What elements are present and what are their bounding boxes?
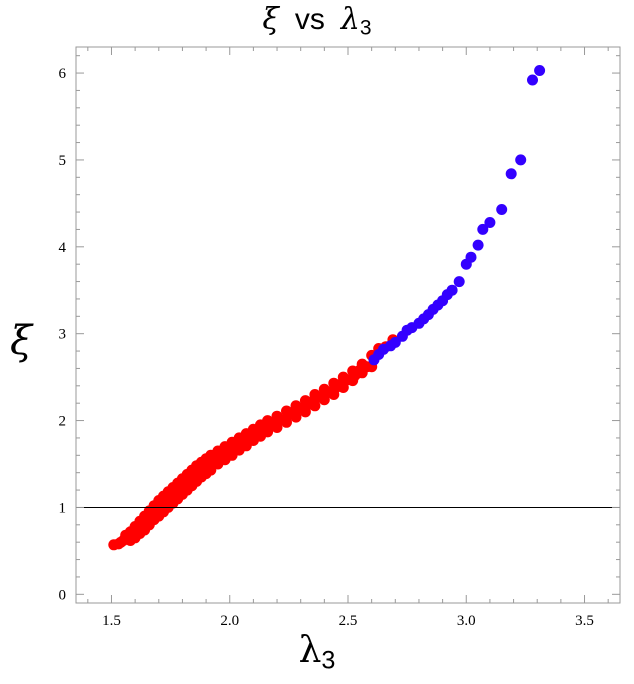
- chart-title: ξ vs λ3: [0, 2, 634, 40]
- data-point: [276, 414, 288, 426]
- data-point: [136, 517, 148, 529]
- data-point: [465, 251, 477, 263]
- x-tick-label: 3.0: [457, 613, 476, 629]
- data-point: [453, 276, 465, 288]
- data-point: [174, 484, 186, 496]
- data-point: [472, 239, 484, 251]
- data-point: [224, 447, 236, 459]
- data-point: [505, 168, 517, 180]
- y-tick-label: 2: [59, 414, 67, 430]
- data-point: [266, 420, 278, 432]
- title-lambda-symbol: λ: [340, 2, 360, 37]
- x-tick-label: 2.5: [339, 613, 358, 629]
- y-axis-label: ξ: [10, 318, 33, 364]
- y-tick-label: 0: [59, 587, 67, 603]
- points-layer: [108, 65, 546, 551]
- data-point: [515, 154, 527, 166]
- data-point: [155, 500, 167, 512]
- title-xi-symbol: ξ: [262, 2, 279, 37]
- data-point: [193, 467, 205, 479]
- data-point: [534, 65, 546, 76]
- data-point: [245, 432, 257, 444]
- x-axis-label: λ3: [0, 630, 634, 675]
- y-tick-label: 5: [59, 153, 67, 169]
- title-lambda-subscript: 3: [359, 16, 372, 40]
- y-tick-label: 1: [59, 500, 67, 516]
- data-point: [314, 391, 326, 403]
- data-point: [122, 531, 134, 543]
- x-tick-label: 2.0: [220, 613, 239, 629]
- x-axis-label-symbol: λ: [298, 630, 322, 671]
- data-point: [203, 460, 214, 472]
- data-point: [477, 223, 489, 235]
- ticks-layer: 1.5 2.0 2.5 3.0 3.5 0 1 2 3 4 5 6: [59, 47, 620, 629]
- x-tick-label: 1.5: [102, 613, 121, 629]
- data-point: [484, 217, 496, 228]
- data-point: [527, 74, 538, 86]
- data-point: [354, 364, 366, 376]
- title-vs: vs: [294, 3, 325, 36]
- data-point: [146, 508, 158, 520]
- data-point: [257, 425, 269, 437]
- data-point: [214, 453, 226, 465]
- data-point: [288, 406, 300, 418]
- data-point: [496, 204, 508, 215]
- data-point: [302, 399, 314, 411]
- x-tick-label: 3.5: [575, 613, 594, 629]
- x-axis-label-subscript: 3: [321, 646, 336, 675]
- data-point: [184, 475, 195, 487]
- data-point: [446, 284, 458, 296]
- data-point: [165, 491, 177, 503]
- y-tick-label: 6: [59, 66, 67, 82]
- data-point: [342, 374, 354, 386]
- y-tick-label: 3: [59, 327, 67, 343]
- y-tick-label: 4: [59, 240, 67, 256]
- data-point: [236, 439, 248, 451]
- data-point: [330, 382, 342, 393]
